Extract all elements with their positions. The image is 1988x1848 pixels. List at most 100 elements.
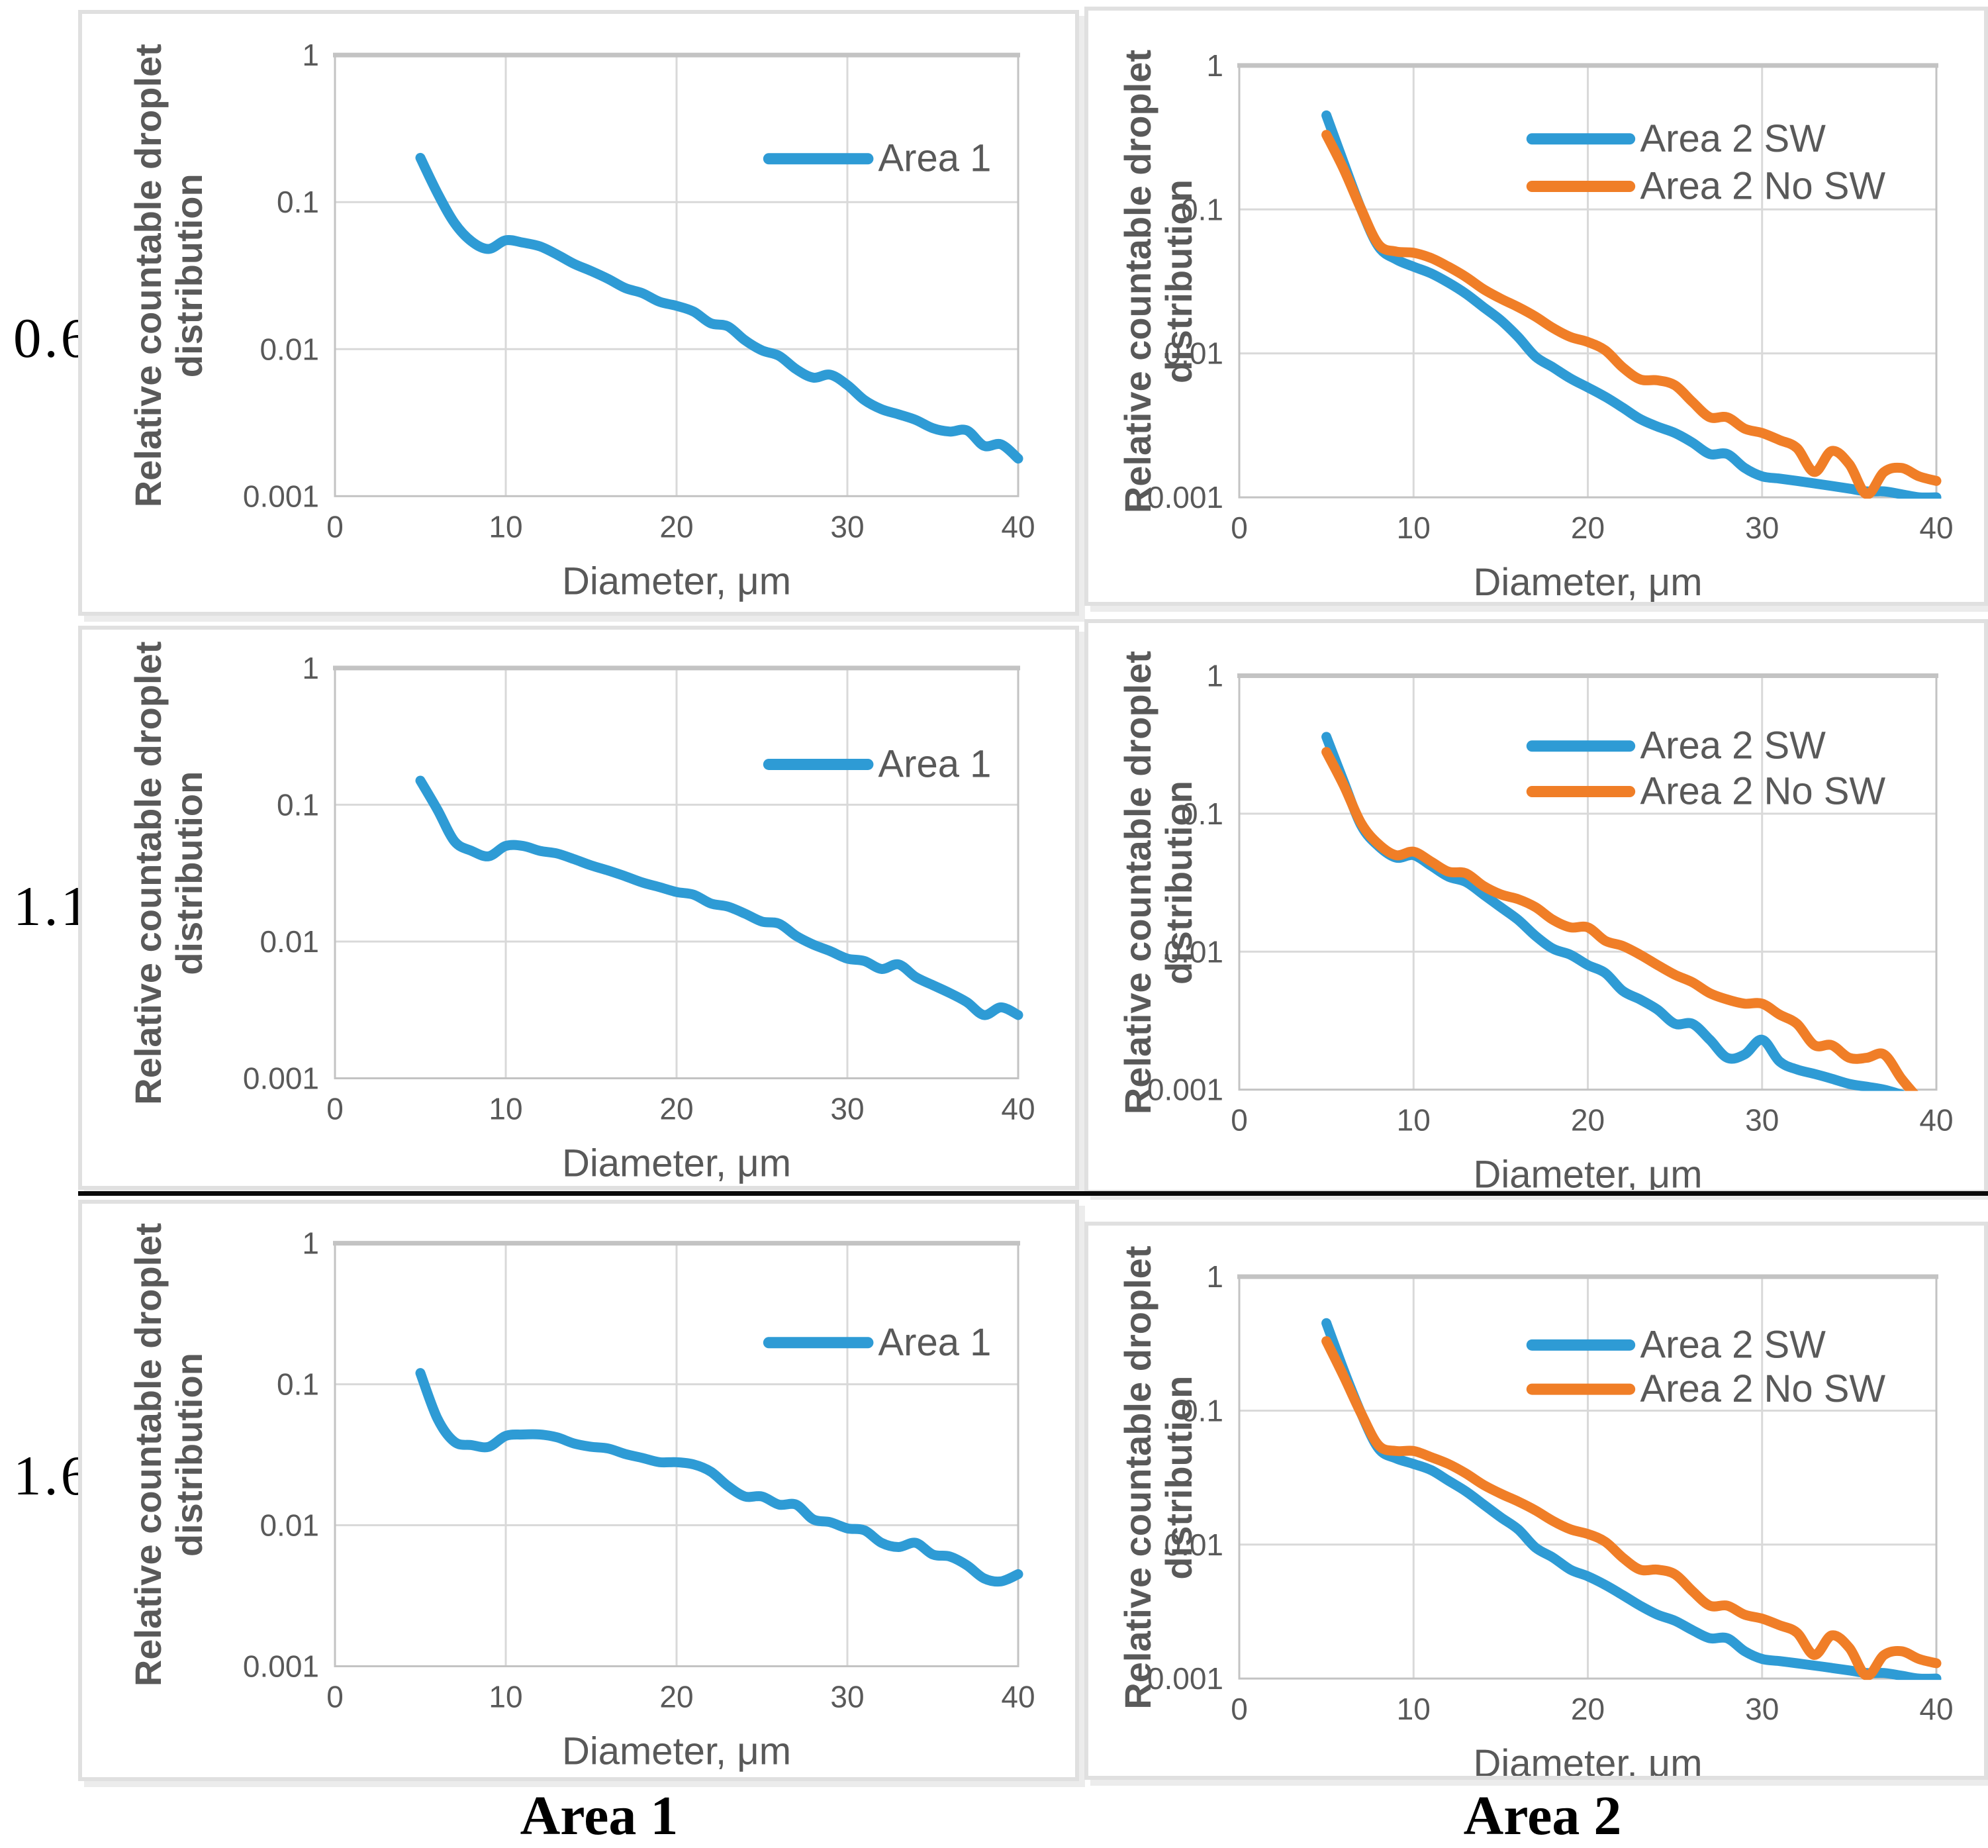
x-tick-label: 40 [1001,1092,1035,1126]
y-tick-label: 0.001 [1147,1073,1223,1107]
y-axis-title-line: distribution [168,771,210,975]
x-tick-label: 40 [1919,1103,1953,1138]
x-tick-label: 0 [1231,1692,1248,1726]
gridlines [335,667,1018,1079]
chart-panel-row3-area2: Area 2 SW Area 2 No SW 1 0.1 0.01 0.001 0 10 20 3… [1084,1222,1988,1780]
y-tick-label: 0.1 [277,1367,319,1402]
x-tick-label: 10 [489,1679,522,1714]
legend-label: Area 2 No SW [1640,1367,1885,1410]
x-tick-label: 40 [1919,1692,1953,1726]
x-tick-label: 40 [1919,511,1953,545]
series-line-blue [415,775,1023,1020]
y-tick-label: 1 [302,651,319,685]
legend: Area 1 [763,742,991,785]
x-tick-label: 10 [489,509,522,544]
x-axis-title: Diameter, μm [1473,1742,1702,1776]
gridlines [1239,675,1936,1090]
gridlines [335,1243,1018,1667]
row-label-0.6: 0.6 [13,307,92,369]
chart-panel-row1-area2: Area 2 SW Area 2 No SW 1 0.1 0.01 0.001 0 10 20 3… [1084,7,1988,606]
y-tick-label: 0.001 [243,1061,319,1096]
y-axis-title-line: Relative countable droplet [1117,50,1159,513]
x-tick-label: 30 [1745,1103,1779,1138]
chart-panel-row2-area1: Area 1 1 0.1 0.01 0.001 0 10 20 30 40 Diameter, μm… [78,626,1079,1190]
x-tick-label: 20 [659,1092,693,1126]
x-tick-label: 0 [326,509,344,544]
y-tick-label: 0.1 [1181,797,1223,831]
y-tick-label: 0.01 [260,1508,319,1543]
legend-label: Area 2 No SW [1640,165,1885,208]
y-tick-label: 1 [1206,658,1223,693]
x-axis-title: Diameter, μm [562,1142,791,1185]
series-line-blue [1321,1318,1942,1680]
y-axis-title-line: distribution [1158,179,1200,383]
x-tick-label: 30 [830,1092,864,1126]
y-axis-title-line: Relative countable droplet [127,44,169,507]
x-tick-label: 0 [1231,511,1248,545]
y-tick-label: 0.001 [243,1649,319,1683]
y-axis-title-line: distribution [168,1353,210,1557]
series-group [415,1368,1023,1587]
x-axis-title: Diameter, μm [1473,1153,1702,1190]
series-line-blue [415,152,1023,464]
x-axis-title: Diameter, μm [1473,561,1702,602]
y-axis-title-line: distribution [1158,1376,1200,1580]
x-axis-title: Diameter, μm [562,1729,791,1773]
y-tick-label: 1 [302,1226,319,1261]
legend: Area 1 [763,1321,991,1364]
x-tick-label: 10 [1397,1103,1431,1138]
y-tick-label: 1 [1206,1259,1223,1294]
legend: Area 1 [763,137,991,180]
x-tick-label: 40 [1001,509,1035,544]
y-tick-label: 0.01 [1164,934,1223,969]
x-tick-label: 0 [1231,1103,1248,1138]
y-tick-label: 0.1 [277,185,319,219]
chart-panel-row3-area1: Area 1 1 0.1 0.01 0.001 0 10 20 30 40 Diameter, μm… [78,1200,1079,1781]
series-group [1321,732,1918,1091]
y-tick-label: 0.01 [1164,1528,1223,1562]
x-tick-label: 20 [659,1679,693,1714]
caption-area-1: Area 1 [520,1785,679,1847]
legend: Area 2 SW Area 2 No SW [1526,117,1885,208]
legend-label: Area 1 [878,137,991,180]
x-tick-label: 10 [1397,511,1431,545]
y-tick-label: 0.001 [243,479,319,513]
x-tick-label: 0 [326,1679,344,1714]
y-axis-title-line: distribution [168,173,210,377]
gridlines [1239,65,1936,498]
y-tick-label: 0.001 [1147,1661,1223,1696]
x-tick-label: 0 [326,1092,344,1126]
y-tick-label: 0.1 [1181,1393,1223,1428]
y-axis-title-line: Relative countable droplet [1117,1246,1159,1710]
series-line-orange [1321,1336,1942,1680]
series-group [415,775,1023,1020]
series-group [415,152,1023,464]
gridlines [335,55,1018,497]
legend-label: Area 1 [878,742,991,785]
gridlines [1239,1277,1936,1679]
y-tick-label: 1 [1206,48,1223,83]
caption-area-2: Area 2 [1463,1785,1622,1847]
legend-label: Area 2 SW [1640,117,1826,160]
legend-label: Area 1 [878,1321,991,1364]
x-axis-title: Diameter, μm [562,559,791,603]
x-tick-label: 30 [1745,1692,1779,1726]
x-tick-label: 30 [830,509,864,544]
row-label-1.1: 1.1 [13,875,92,938]
y-axis-title-line: Relative countable droplet [1117,651,1159,1114]
y-tick-label: 0.1 [277,787,319,822]
legend-label: Area 2 SW [1640,1323,1826,1366]
y-tick-label: 0.01 [260,332,319,366]
x-tick-label: 10 [489,1092,522,1126]
series-line-orange [1321,747,1918,1091]
legend-label: Area 2 No SW [1640,770,1885,813]
y-tick-label: 0.001 [1147,480,1223,514]
